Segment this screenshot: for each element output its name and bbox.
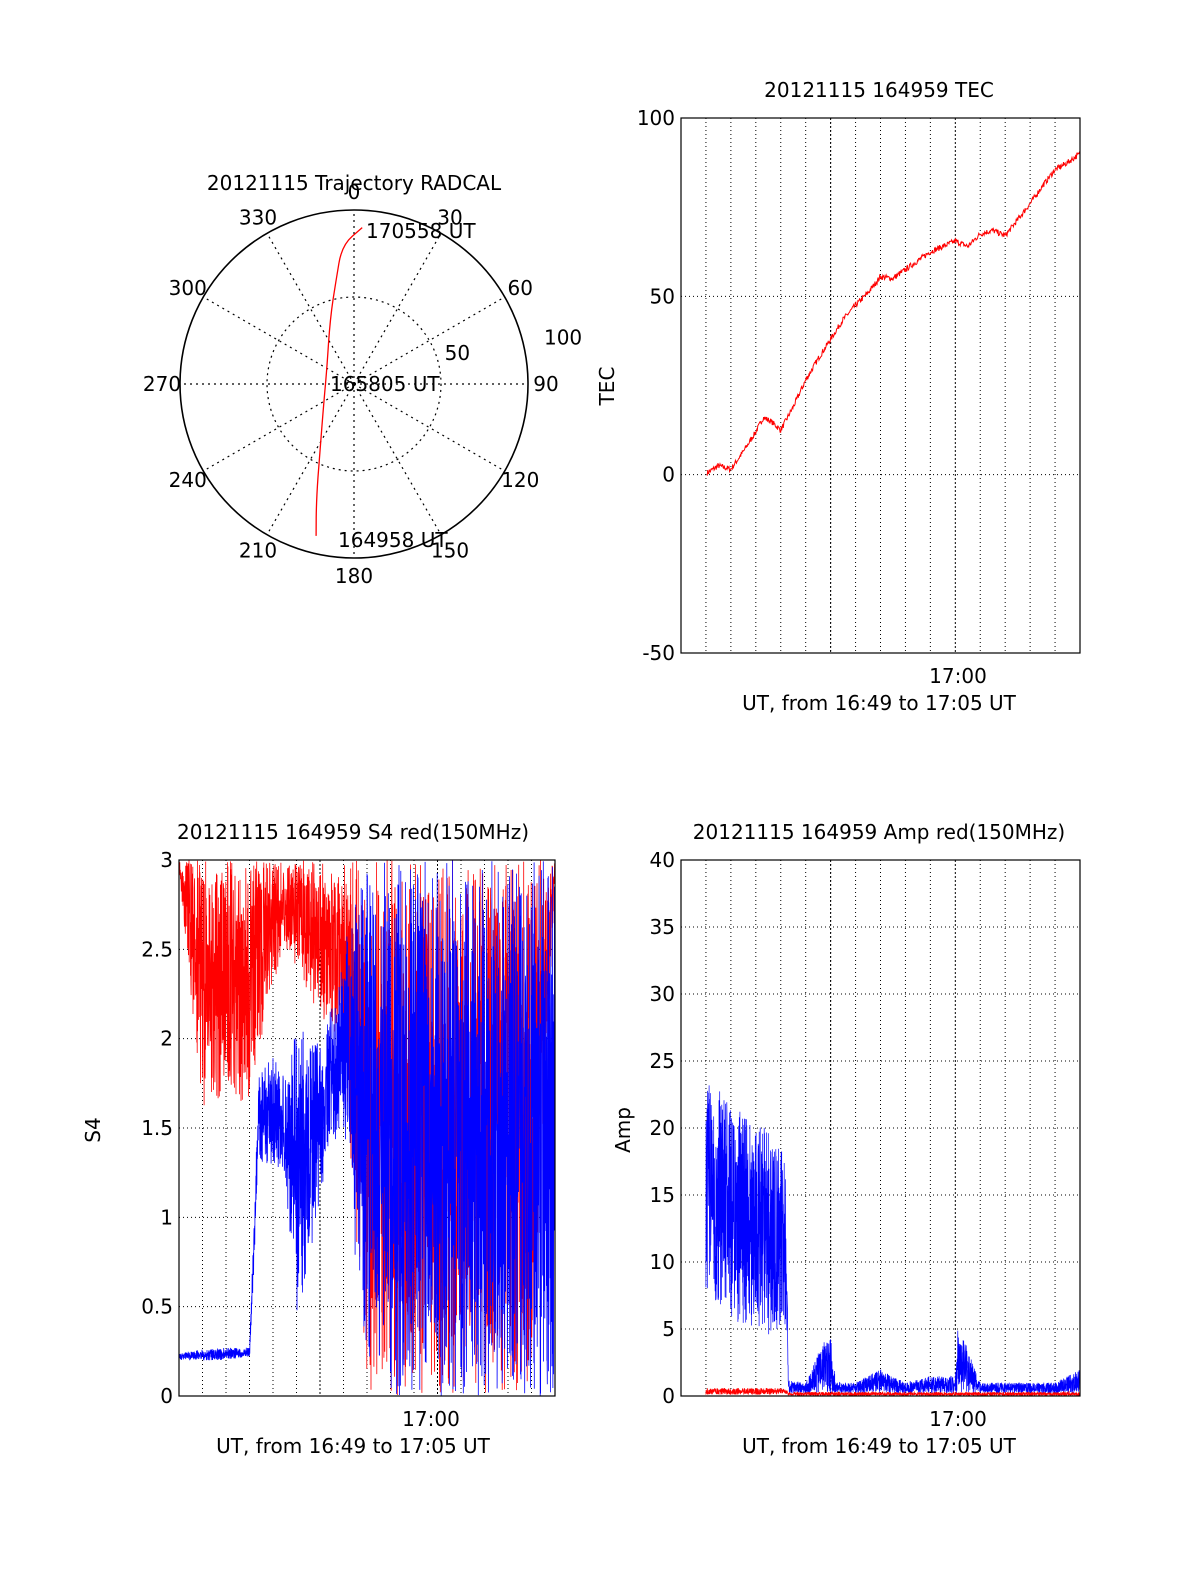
- y-tick-label: 50: [650, 284, 675, 308]
- polar-azimuth-labels: 0 30 60 90 120 150 180 210 240 270 300 330: [143, 180, 559, 588]
- y-tick-label: 0: [160, 1384, 173, 1408]
- azimuth-spoke: [353, 383, 505, 472]
- azimuth-label: 330: [239, 206, 277, 230]
- y-tick-label: 40: [650, 848, 675, 872]
- azimuth-label: 30: [437, 206, 462, 230]
- polar-radial-labels: 50 100: [445, 326, 582, 365]
- amp-blue-series: [705, 1085, 1080, 1394]
- trajectory-title: 20121115 Trajectory RADCAL: [207, 171, 502, 195]
- trajectory-track: [315, 227, 363, 536]
- trajectory-path: [315, 227, 363, 536]
- azimuth-label: 240: [169, 468, 207, 492]
- track-mid-label: 165805 UT: [330, 372, 440, 396]
- azimuth-label: 270: [143, 372, 181, 396]
- tec-xtick-1700: 17:00: [929, 664, 987, 688]
- s4-plot-area: 0 0.5 1 1.5 2 2.5 3: [141, 848, 556, 1408]
- amp-ylabel: Amp: [611, 1107, 635, 1153]
- track-end-label: 170558 UT: [366, 219, 476, 243]
- y-tick-label: 5: [662, 1317, 675, 1341]
- azimuth-label: 150: [431, 538, 469, 562]
- radial-label: 50: [445, 341, 470, 365]
- s4-ylabel: S4: [81, 1117, 105, 1142]
- plot-frame: [680, 859, 1081, 1397]
- azimuth-label: 120: [501, 468, 539, 492]
- tec-xlabel: UT, from 16:49 to 17:05 UT: [742, 691, 1017, 715]
- y-tick-label: 0.5: [141, 1295, 173, 1319]
- azimuth-label: 180: [335, 564, 373, 588]
- amp-red-series: [705, 1387, 1080, 1396]
- azimuth-spoke: [353, 233, 442, 385]
- radial-ring: [179, 209, 529, 559]
- s4-xtick-1700: 17:00: [402, 1407, 460, 1431]
- y-tick-label: 100: [637, 106, 675, 130]
- tec-plot-area: -50 0 50 100: [637, 106, 1081, 665]
- tec-title: 20121115 164959 TEC: [764, 78, 994, 102]
- y-tick-label: 15: [650, 1183, 675, 1207]
- y-tick-label: 1: [160, 1205, 173, 1229]
- azimuth-label: 300: [169, 276, 207, 300]
- azimuth-label: 0: [348, 180, 361, 204]
- y-tick-label: 0: [662, 463, 675, 487]
- y-tick-label: 0: [662, 1384, 675, 1408]
- s4-blue-series: [179, 860, 555, 1396]
- azimuth-spoke: [203, 296, 355, 385]
- azimuth-spoke: [266, 233, 355, 385]
- azimuth-label: 90: [533, 372, 558, 396]
- y-tick-label: 2.5: [141, 937, 173, 961]
- polar-grid: [179, 209, 529, 559]
- tec-panel: 20121115 164959 TEC TEC UT, from 16:49 t…: [595, 78, 1081, 715]
- amp-panel: 20121115 164959 Amp red(150MHz) Amp UT, …: [611, 820, 1081, 1458]
- plot-frame: [680, 117, 1081, 654]
- y-tick-label: 30: [650, 982, 675, 1006]
- azimuth-spoke: [353, 383, 442, 535]
- y-tick-label: 10: [650, 1250, 675, 1274]
- y-tick-label: 1.5: [141, 1116, 173, 1140]
- azimuth-label: 60: [508, 276, 533, 300]
- amp-xtick-1700: 17:00: [929, 1407, 987, 1431]
- track-start-label: 164958 UT: [338, 528, 448, 552]
- trajectory-polar-panel: 20121115 Trajectory RADCAL 0 30 60 90 120 150…: [143, 171, 582, 588]
- azimuth-label: 210: [239, 538, 277, 562]
- s4-title: 20121115 164959 S4 red(150MHz): [177, 820, 529, 844]
- y-tick-label: 35: [650, 915, 675, 939]
- amp-plot-area: 0 5 10 15 20 25 30 35 40: [650, 848, 1081, 1408]
- s4-panel: 20121115 164959 S4 red(150MHz) S4 UT, fr…: [81, 820, 556, 1458]
- azimuth-spoke: [353, 296, 505, 385]
- radial-label: 100: [544, 326, 582, 350]
- y-tick-label: 20: [650, 1116, 675, 1140]
- amp-title: 20121115 164959 Amp red(150MHz): [693, 820, 1065, 844]
- tec-ylabel: TEC: [595, 367, 619, 407]
- azimuth-spoke: [266, 383, 355, 535]
- tec-series-line: [706, 150, 1081, 476]
- s4-xlabel: UT, from 16:49 to 17:05 UT: [216, 1434, 491, 1458]
- y-tick-label: 2: [160, 1027, 173, 1051]
- azimuth-spoke: [203, 383, 355, 472]
- y-tick-label: -50: [642, 641, 675, 665]
- y-tick-label: 25: [650, 1049, 675, 1073]
- y-tick-label: 3: [160, 848, 173, 872]
- amp-xlabel: UT, from 16:49 to 17:05 UT: [742, 1434, 1017, 1458]
- radial-ring: [266, 296, 442, 472]
- plot-frame: [178, 859, 556, 1397]
